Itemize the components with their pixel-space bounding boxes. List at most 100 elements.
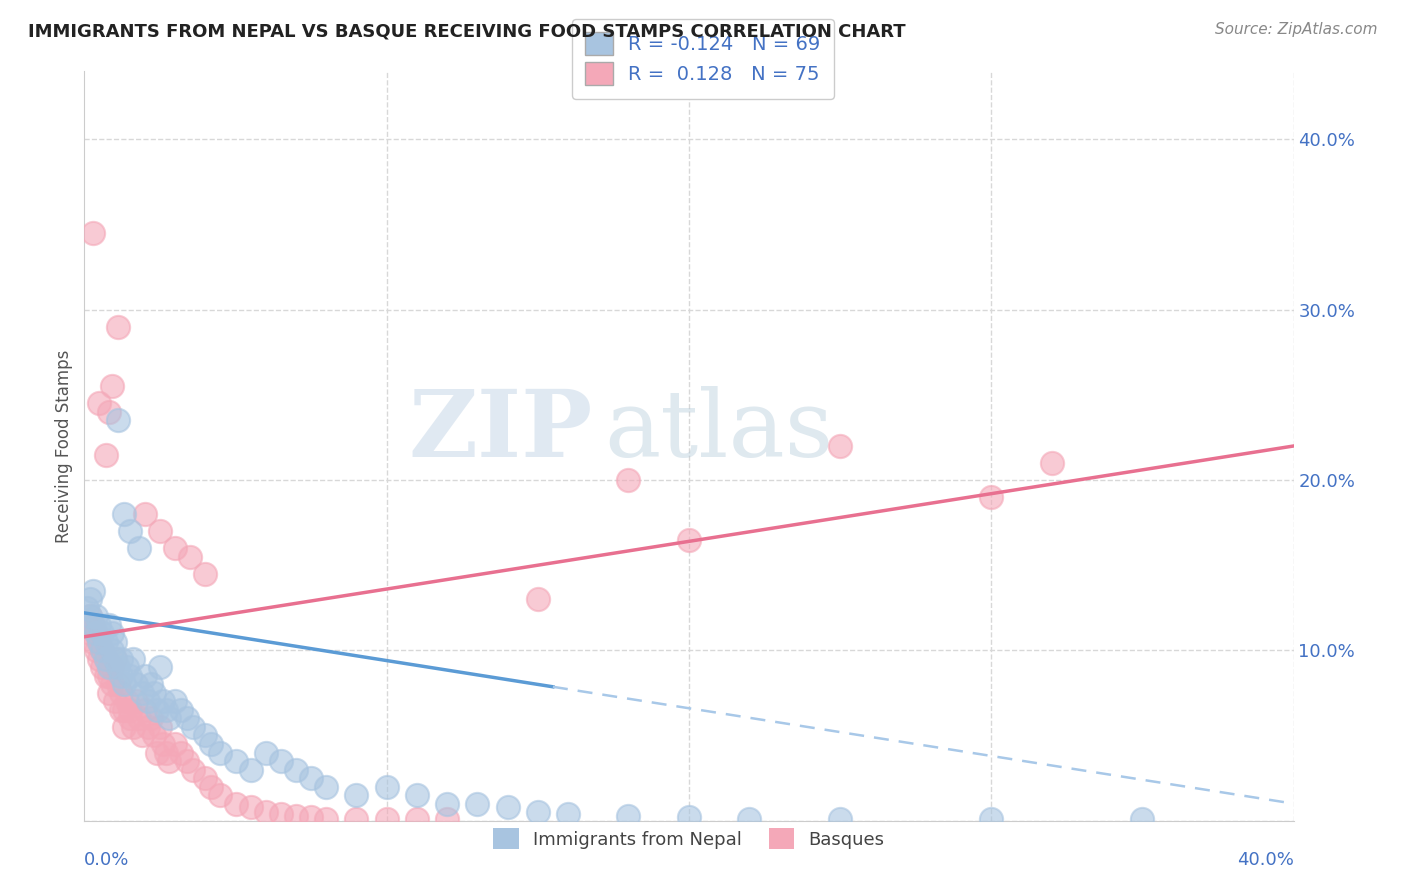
Point xyxy=(375,812,398,826)
Point xyxy=(110,703,132,717)
Point xyxy=(225,754,247,768)
Point xyxy=(239,763,262,777)
Point xyxy=(617,473,640,487)
Point xyxy=(91,643,114,657)
Point xyxy=(134,507,156,521)
Text: IMMIGRANTS FROM NEPAL VS BASQUE RECEIVING FOOD STAMPS CORRELATION CHART: IMMIGRANTS FROM NEPAL VS BASQUE RECEIVIN… xyxy=(28,22,905,40)
Text: atlas: atlas xyxy=(605,386,834,476)
Point xyxy=(104,652,127,666)
Point xyxy=(406,788,429,802)
Point xyxy=(678,533,700,547)
Point xyxy=(104,635,127,649)
Point xyxy=(315,812,337,826)
Legend: Immigrants from Nepal, Basques: Immigrants from Nepal, Basques xyxy=(486,822,891,856)
Point xyxy=(97,660,120,674)
Point xyxy=(112,703,135,717)
Point xyxy=(115,694,138,708)
Point xyxy=(194,566,217,581)
Point xyxy=(110,669,132,683)
Point xyxy=(346,812,368,826)
Point xyxy=(82,226,104,240)
Point xyxy=(100,626,122,640)
Point xyxy=(299,810,322,824)
Point xyxy=(139,677,162,691)
Point xyxy=(176,711,198,725)
Point xyxy=(152,737,174,751)
Point xyxy=(100,379,122,393)
Point xyxy=(89,635,111,649)
Point xyxy=(165,541,187,556)
Point xyxy=(118,711,141,725)
Point xyxy=(131,729,153,743)
Point xyxy=(79,609,101,624)
Point xyxy=(94,635,117,649)
Point xyxy=(125,677,148,691)
Point xyxy=(89,617,111,632)
Point xyxy=(557,806,579,821)
Point xyxy=(146,703,169,717)
Point xyxy=(89,396,111,410)
Point xyxy=(270,806,292,821)
Point xyxy=(170,703,193,717)
Point xyxy=(97,617,120,632)
Point xyxy=(118,669,141,683)
Point xyxy=(496,800,519,814)
Point xyxy=(527,592,550,607)
Point xyxy=(155,746,177,760)
Point xyxy=(134,669,156,683)
Text: ZIP: ZIP xyxy=(408,386,592,476)
Point xyxy=(678,810,700,824)
Point xyxy=(738,812,761,826)
Point xyxy=(176,754,198,768)
Point xyxy=(346,788,368,802)
Text: Source: ZipAtlas.com: Source: ZipAtlas.com xyxy=(1215,22,1378,37)
Point xyxy=(131,686,153,700)
Point xyxy=(121,652,143,666)
Point xyxy=(112,507,135,521)
Point xyxy=(152,694,174,708)
Point xyxy=(139,711,162,725)
Point xyxy=(830,812,852,826)
Point xyxy=(86,626,108,640)
Point xyxy=(94,669,117,683)
Point xyxy=(1130,812,1153,826)
Point xyxy=(79,626,101,640)
Text: 40.0%: 40.0% xyxy=(1237,851,1294,870)
Point xyxy=(285,763,308,777)
Point xyxy=(200,737,222,751)
Point xyxy=(107,413,129,427)
Point xyxy=(436,797,458,811)
Point xyxy=(209,788,232,802)
Point xyxy=(1040,456,1063,470)
Point xyxy=(194,771,217,785)
Point xyxy=(112,720,135,734)
Point xyxy=(617,808,640,822)
Point xyxy=(179,549,201,564)
Point xyxy=(128,541,150,556)
Point xyxy=(270,754,292,768)
Point xyxy=(128,711,150,725)
Point xyxy=(200,780,222,794)
Point xyxy=(142,729,165,743)
Point xyxy=(149,720,172,734)
Point xyxy=(86,643,108,657)
Point xyxy=(89,652,111,666)
Point xyxy=(181,763,204,777)
Point xyxy=(104,652,127,666)
Point xyxy=(94,652,117,666)
Point xyxy=(134,703,156,717)
Point xyxy=(209,746,232,760)
Point xyxy=(527,805,550,819)
Point xyxy=(94,448,117,462)
Point xyxy=(110,652,132,666)
Point xyxy=(82,635,104,649)
Point xyxy=(136,694,159,708)
Point xyxy=(89,635,111,649)
Point xyxy=(406,812,429,826)
Point xyxy=(299,771,322,785)
Point xyxy=(142,686,165,700)
Point xyxy=(107,660,129,674)
Point xyxy=(104,694,127,708)
Point xyxy=(76,617,98,632)
Point xyxy=(239,800,262,814)
